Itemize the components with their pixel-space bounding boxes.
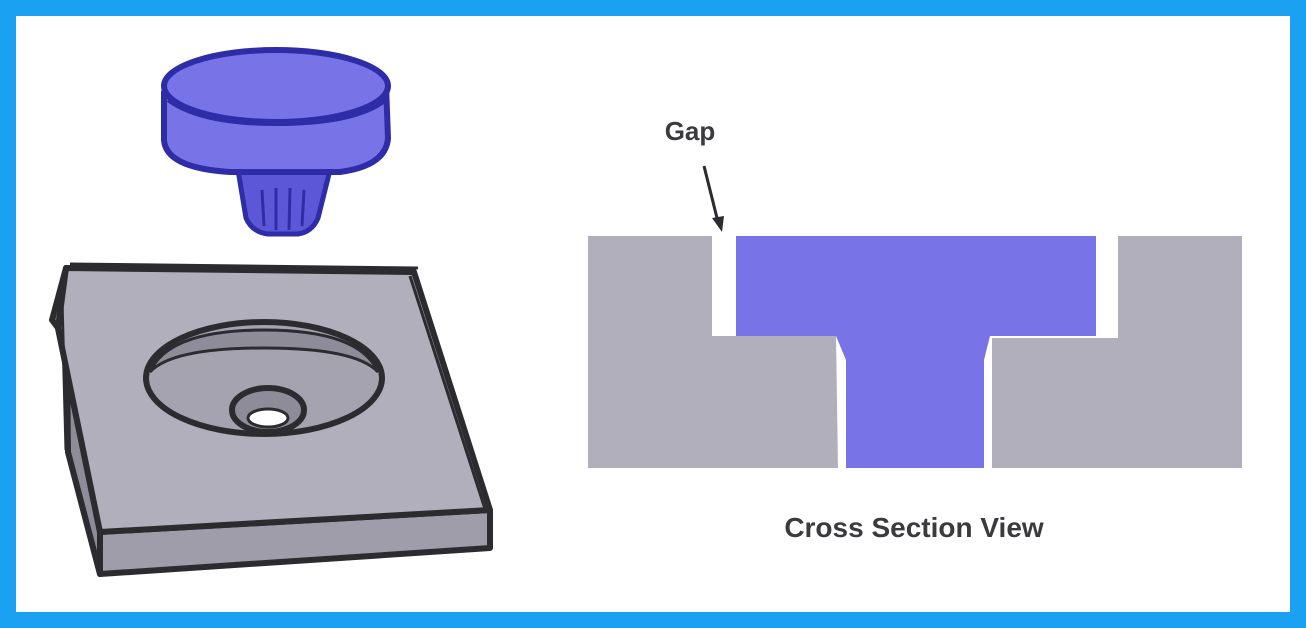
plate-sketch-strokes bbox=[60, 262, 488, 513]
base-plate-sketch bbox=[49, 262, 493, 577]
knob-stem bbox=[235, 167, 333, 237]
recess-inner-wall bbox=[148, 328, 380, 374]
gap-arrow bbox=[702, 165, 724, 232]
knob-top-rim bbox=[166, 98, 388, 127]
center-hole bbox=[246, 407, 290, 429]
cross-section-base-right bbox=[992, 236, 1242, 468]
gap-label: Gap bbox=[664, 116, 716, 146]
knob-top bbox=[161, 47, 391, 125]
knob-stem-ridges bbox=[260, 187, 306, 231]
cross-section-base-left bbox=[588, 236, 838, 468]
cross-section bbox=[588, 236, 1242, 468]
cross-section-caption: Cross Section View bbox=[784, 512, 1044, 543]
knob-sketch bbox=[161, 47, 391, 237]
cross-section-knob bbox=[736, 236, 1096, 468]
